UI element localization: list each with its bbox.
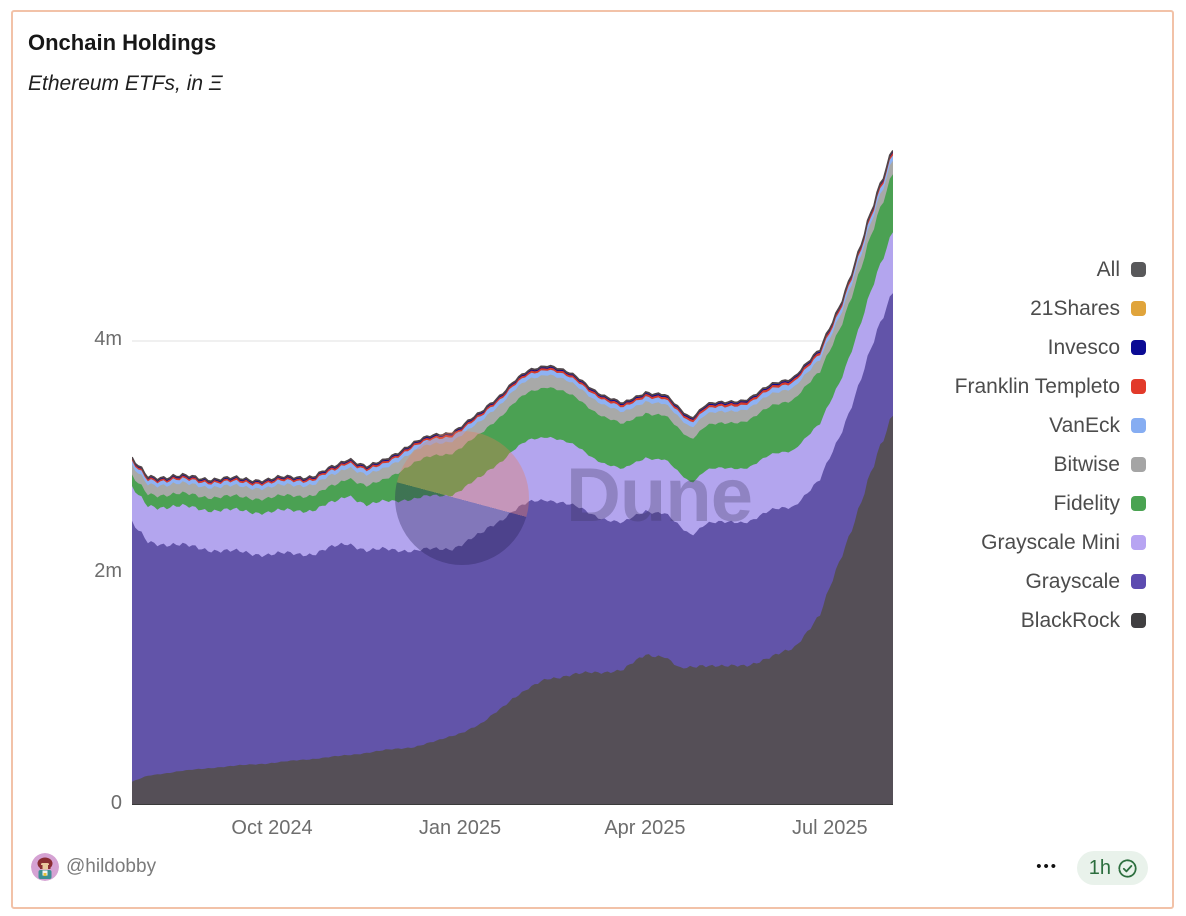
legend-color-swatch — [1131, 340, 1146, 355]
legend-color-swatch — [1131, 535, 1146, 550]
area-series-blackrock — [132, 415, 893, 805]
verified-seal-check-icon — [1118, 858, 1137, 878]
legend-color-swatch — [1131, 418, 1146, 433]
legend-item-label: 21Shares — [1030, 296, 1120, 320]
legend-item-label: Grayscale Mini — [981, 530, 1120, 554]
freshness-badge-text: 1h — [1088, 856, 1111, 879]
legend-color-swatch — [1131, 379, 1146, 394]
x-tick-label: Jul 2025 — [792, 817, 868, 839]
page-subtitle: Ethereum ETFs, in Ξ — [28, 72, 223, 95]
legend: All 21Shares Invesco Franklin Templeto VanEc… — [955, 250, 1146, 640]
legend-item-label: Invesco — [1047, 335, 1120, 359]
legend-item-invesco[interactable]: Invesco — [955, 328, 1146, 367]
avatar-pixel-art-icon — [31, 853, 59, 881]
author-handle[interactable]: @hildobby — [66, 856, 157, 877]
legend-item-bitwise[interactable]: Bitwise — [955, 445, 1146, 484]
more-menu-button[interactable]: ••• — [1036, 858, 1058, 875]
chart-plot-area[interactable] — [132, 140, 893, 805]
legend-item-blackrock[interactable]: BlackRock — [955, 601, 1146, 640]
legend-color-swatch — [1131, 301, 1146, 316]
legend-item-21shares[interactable]: 21Shares — [955, 289, 1146, 328]
page-title: Onchain Holdings — [28, 30, 217, 55]
legend-item-grayscale[interactable]: Grayscale — [955, 562, 1146, 601]
legend-item-label: Bitwise — [1053, 452, 1120, 476]
line-series-all — [132, 150, 893, 484]
legend-item-label: VanEck — [1049, 413, 1120, 437]
legend-item-all[interactable]: All — [955, 250, 1146, 289]
x-tick-label: Oct 2024 — [231, 817, 313, 839]
legend-item-label: Fidelity — [1053, 491, 1120, 515]
legend-color-swatch — [1131, 262, 1146, 277]
legend-item-label: All — [1096, 257, 1120, 281]
legend-color-swatch — [1131, 496, 1146, 511]
y-tick-label: 2m — [94, 560, 122, 582]
legend-item-grayscale-mini[interactable]: Grayscale Mini — [955, 523, 1146, 562]
legend-item-label: Franklin Templeto — [954, 374, 1120, 398]
y-tick-label: 4m — [94, 328, 122, 350]
freshness-badge[interactable]: 1h — [1076, 851, 1148, 885]
x-tick-label: Apr 2025 — [604, 817, 686, 839]
legend-item-vaneck[interactable]: VanEck — [955, 406, 1146, 445]
y-tick-label: 0 — [110, 792, 122, 814]
legend-item-franklin-templeto[interactable]: Franklin Templeto — [955, 367, 1146, 406]
legend-color-swatch — [1131, 574, 1146, 589]
avatar[interactable] — [31, 853, 59, 881]
legend-item-label: Grayscale — [1025, 569, 1120, 593]
legend-color-swatch — [1131, 457, 1146, 472]
legend-item-fidelity[interactable]: Fidelity — [955, 484, 1146, 523]
legend-item-label: BlackRock — [1020, 608, 1120, 632]
x-tick-label: Jan 2025 — [418, 817, 502, 839]
legend-color-swatch — [1131, 613, 1146, 628]
